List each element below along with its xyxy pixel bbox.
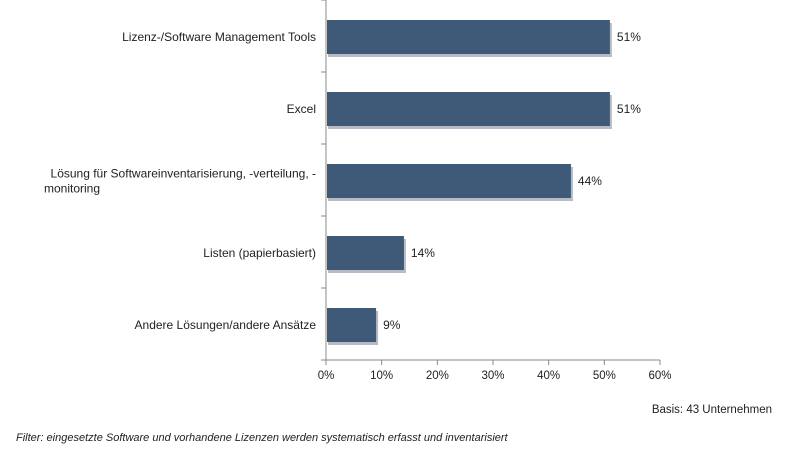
bar — [327, 308, 377, 342]
x-tick-label: 0% — [318, 370, 335, 382]
category-label: Listen (papierbasiert) — [203, 246, 316, 260]
bar — [327, 20, 610, 54]
x-tick-label: 10% — [370, 370, 393, 382]
bar-value-label: 51% — [617, 102, 641, 116]
filter-note: Filter: eingesetzte Software und vorhand… — [16, 432, 508, 444]
basis-note: Basis: 43 Unternehmen — [651, 404, 772, 416]
bar-value-label: 14% — [411, 246, 435, 260]
bar-value-label: 9% — [383, 318, 401, 332]
category-label: Excel — [287, 102, 316, 116]
x-tick-label: 50% — [593, 370, 616, 382]
x-tick-label: 40% — [537, 370, 560, 382]
bar — [327, 164, 571, 198]
x-tick-label: 30% — [481, 370, 504, 382]
category-label: monitoring — [44, 182, 100, 196]
bar — [327, 236, 404, 270]
category-label: Lizenz-/Software Management Tools — [122, 30, 316, 44]
bar — [327, 92, 610, 126]
bar-value-label: 44% — [578, 174, 602, 188]
x-tick-label: 60% — [648, 370, 671, 382]
category-label: Andere Lösungen/andere Ansätze — [135, 318, 317, 332]
x-tick-label: 20% — [426, 370, 449, 382]
bar-value-label: 51% — [617, 30, 641, 44]
category-label: Lösung für Softwareinventarisierung, -ve… — [51, 167, 316, 181]
